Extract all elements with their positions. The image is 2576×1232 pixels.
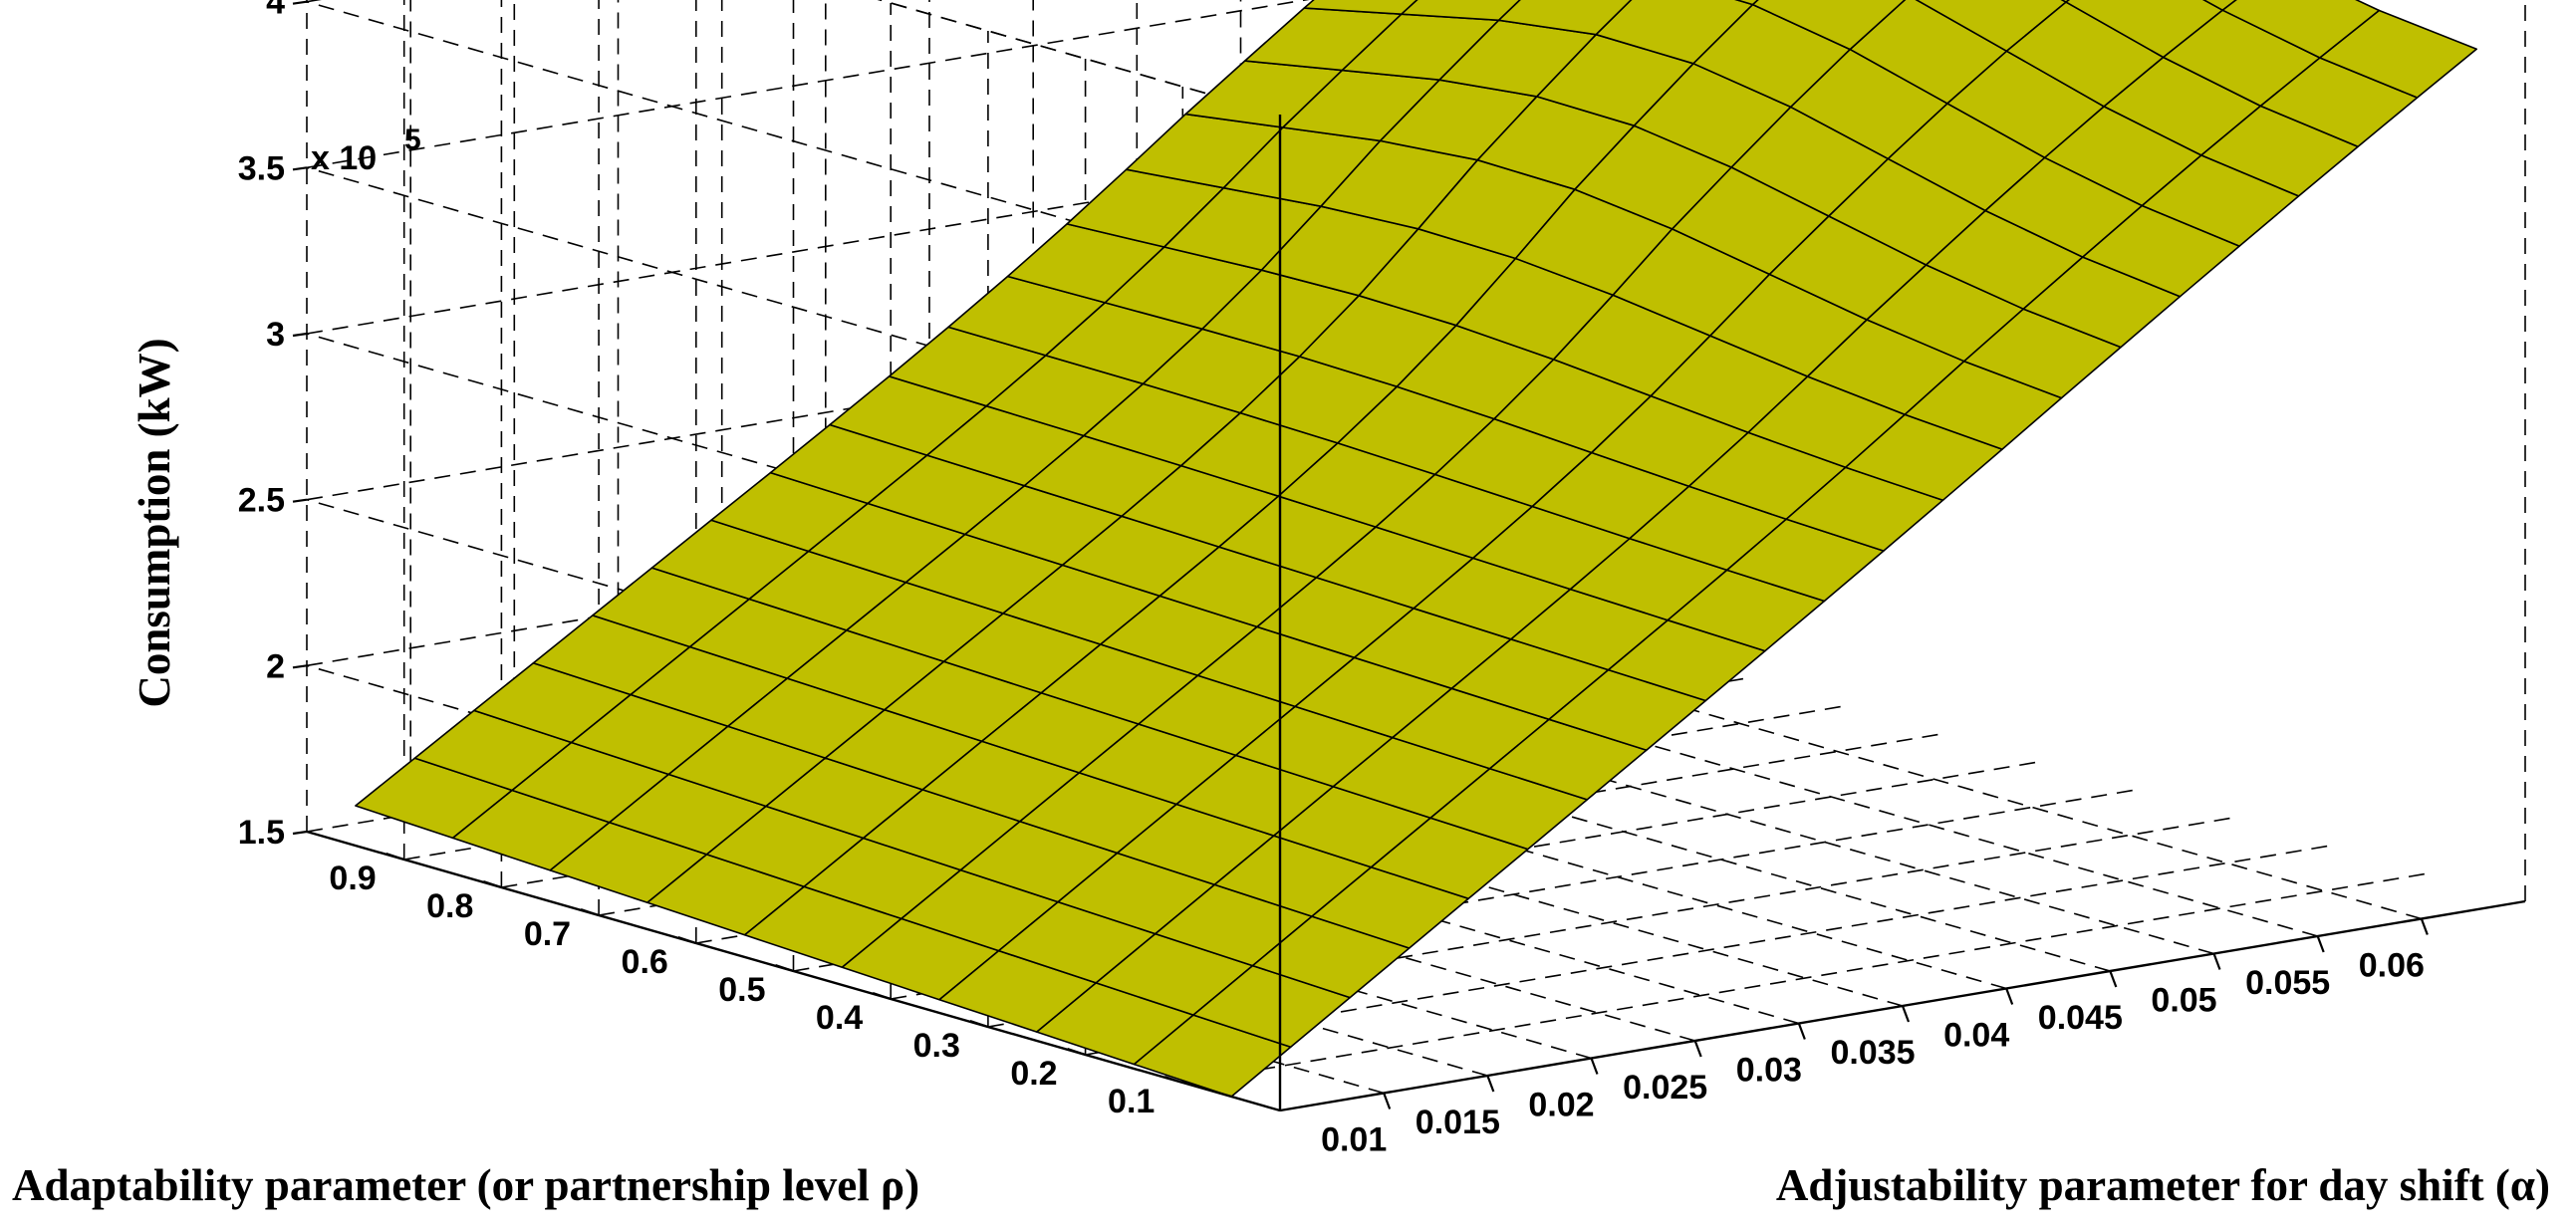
backwall-gridline-z [306, 0, 1310, 169]
z-tick-mark [292, 332, 308, 338]
z-axis-title: Consumption (kW) [129, 338, 179, 707]
x-tick-label: 0.06 [2359, 947, 2425, 985]
surface-cell [1401, 0, 1521, 22]
x-tick-mark [1486, 1075, 1495, 1093]
axis-layer [292, 0, 2526, 1112]
z-multiplier-label: x 10 [311, 139, 377, 177]
box-edge [877, 0, 1281, 116]
surface-layer [355, 0, 2477, 1098]
surface-cell [2202, 0, 2237, 11]
x-tick-mark [2109, 970, 2118, 988]
y-tick-label: 0.3 [913, 1027, 960, 1065]
y-tick-mark [677, 935, 697, 945]
y-axis-title: Adaptability parameter (or partnership l… [12, 1160, 919, 1210]
z-multiplier-exponent: 5 [404, 123, 421, 156]
x-tick-label: 0.03 [1736, 1052, 1802, 1090]
y-tick-mark [969, 1019, 989, 1029]
z-tick-mark [292, 830, 308, 836]
z-tick-label: 3 [266, 316, 285, 354]
x-tick-label: 0.05 [2151, 982, 2216, 1020]
y-tick-label: 0.8 [426, 887, 473, 925]
x-tick-label: 0.055 [2245, 964, 2330, 1002]
z-tick-label: 4 [266, 0, 285, 22]
y-tick-label: 0.1 [1108, 1083, 1155, 1120]
surface-cell [1303, 0, 1418, 15]
x-tick-mark [1797, 1023, 1806, 1040]
x-tick-mark [2316, 935, 2325, 953]
z-tick-mark [292, 498, 308, 503]
surface-cell [1497, 0, 1633, 36]
y-tick-mark [872, 991, 892, 1001]
z-tick-mark [292, 664, 308, 669]
x-tick-label: 0.04 [1943, 1017, 2009, 1055]
y-tick-label: 0.6 [622, 943, 668, 981]
z-tick-mark [292, 166, 308, 171]
y-tick-label: 0.2 [1010, 1055, 1057, 1093]
x-tick-label: 0.02 [1528, 1087, 1594, 1124]
y-tick-mark [775, 963, 794, 973]
x-tick-label: 0.045 [2038, 999, 2123, 1037]
surface-cell [2319, 9, 2477, 99]
y-tick-label: 0.4 [816, 999, 863, 1037]
z-tick-mark [292, 0, 308, 5]
label-layer: x 10 5 Consumption (kW) Adaptability par… [12, 0, 2550, 1210]
y-tick-mark [386, 852, 405, 862]
z-tick-label: 2 [266, 647, 285, 685]
y-tick-mark [1163, 1075, 1183, 1085]
x-tick-mark [2005, 988, 2014, 1005]
x-tick-mark [1693, 1040, 1702, 1058]
y-tick-mark [483, 879, 502, 889]
backwall-gridline-z [306, 123, 1553, 335]
z-tick-label: 2.5 [238, 482, 285, 520]
x-tick-label: 0.035 [1830, 1034, 1915, 1072]
x-tick-mark [1590, 1058, 1599, 1075]
surface-cell [1734, 0, 1759, 6]
x-tick-mark [1383, 1093, 1392, 1109]
y-tick-mark [580, 907, 600, 917]
floor-gridline-y [1182, 872, 2429, 1084]
x-tick-mark [1901, 1005, 1911, 1023]
z-tick-label: 3.5 [238, 149, 285, 187]
y-tick-label: 0.9 [329, 860, 376, 897]
z-tick-label: 1.5 [238, 814, 285, 852]
y-tick-mark [1067, 1047, 1086, 1057]
y-tick-label: 0.7 [524, 915, 571, 953]
x-tick-label: 0.01 [1321, 1121, 1387, 1159]
x-tick-label: 0.015 [1416, 1104, 1500, 1141]
x-tick-mark [2420, 918, 2429, 935]
y-tick-label: 0.5 [718, 971, 765, 1009]
x-tick-mark [2212, 953, 2221, 970]
x-tick-label: 0.025 [1623, 1069, 1707, 1107]
x-axis-title: Adjustability parameter for day shift (α… [1776, 1160, 2550, 1210]
